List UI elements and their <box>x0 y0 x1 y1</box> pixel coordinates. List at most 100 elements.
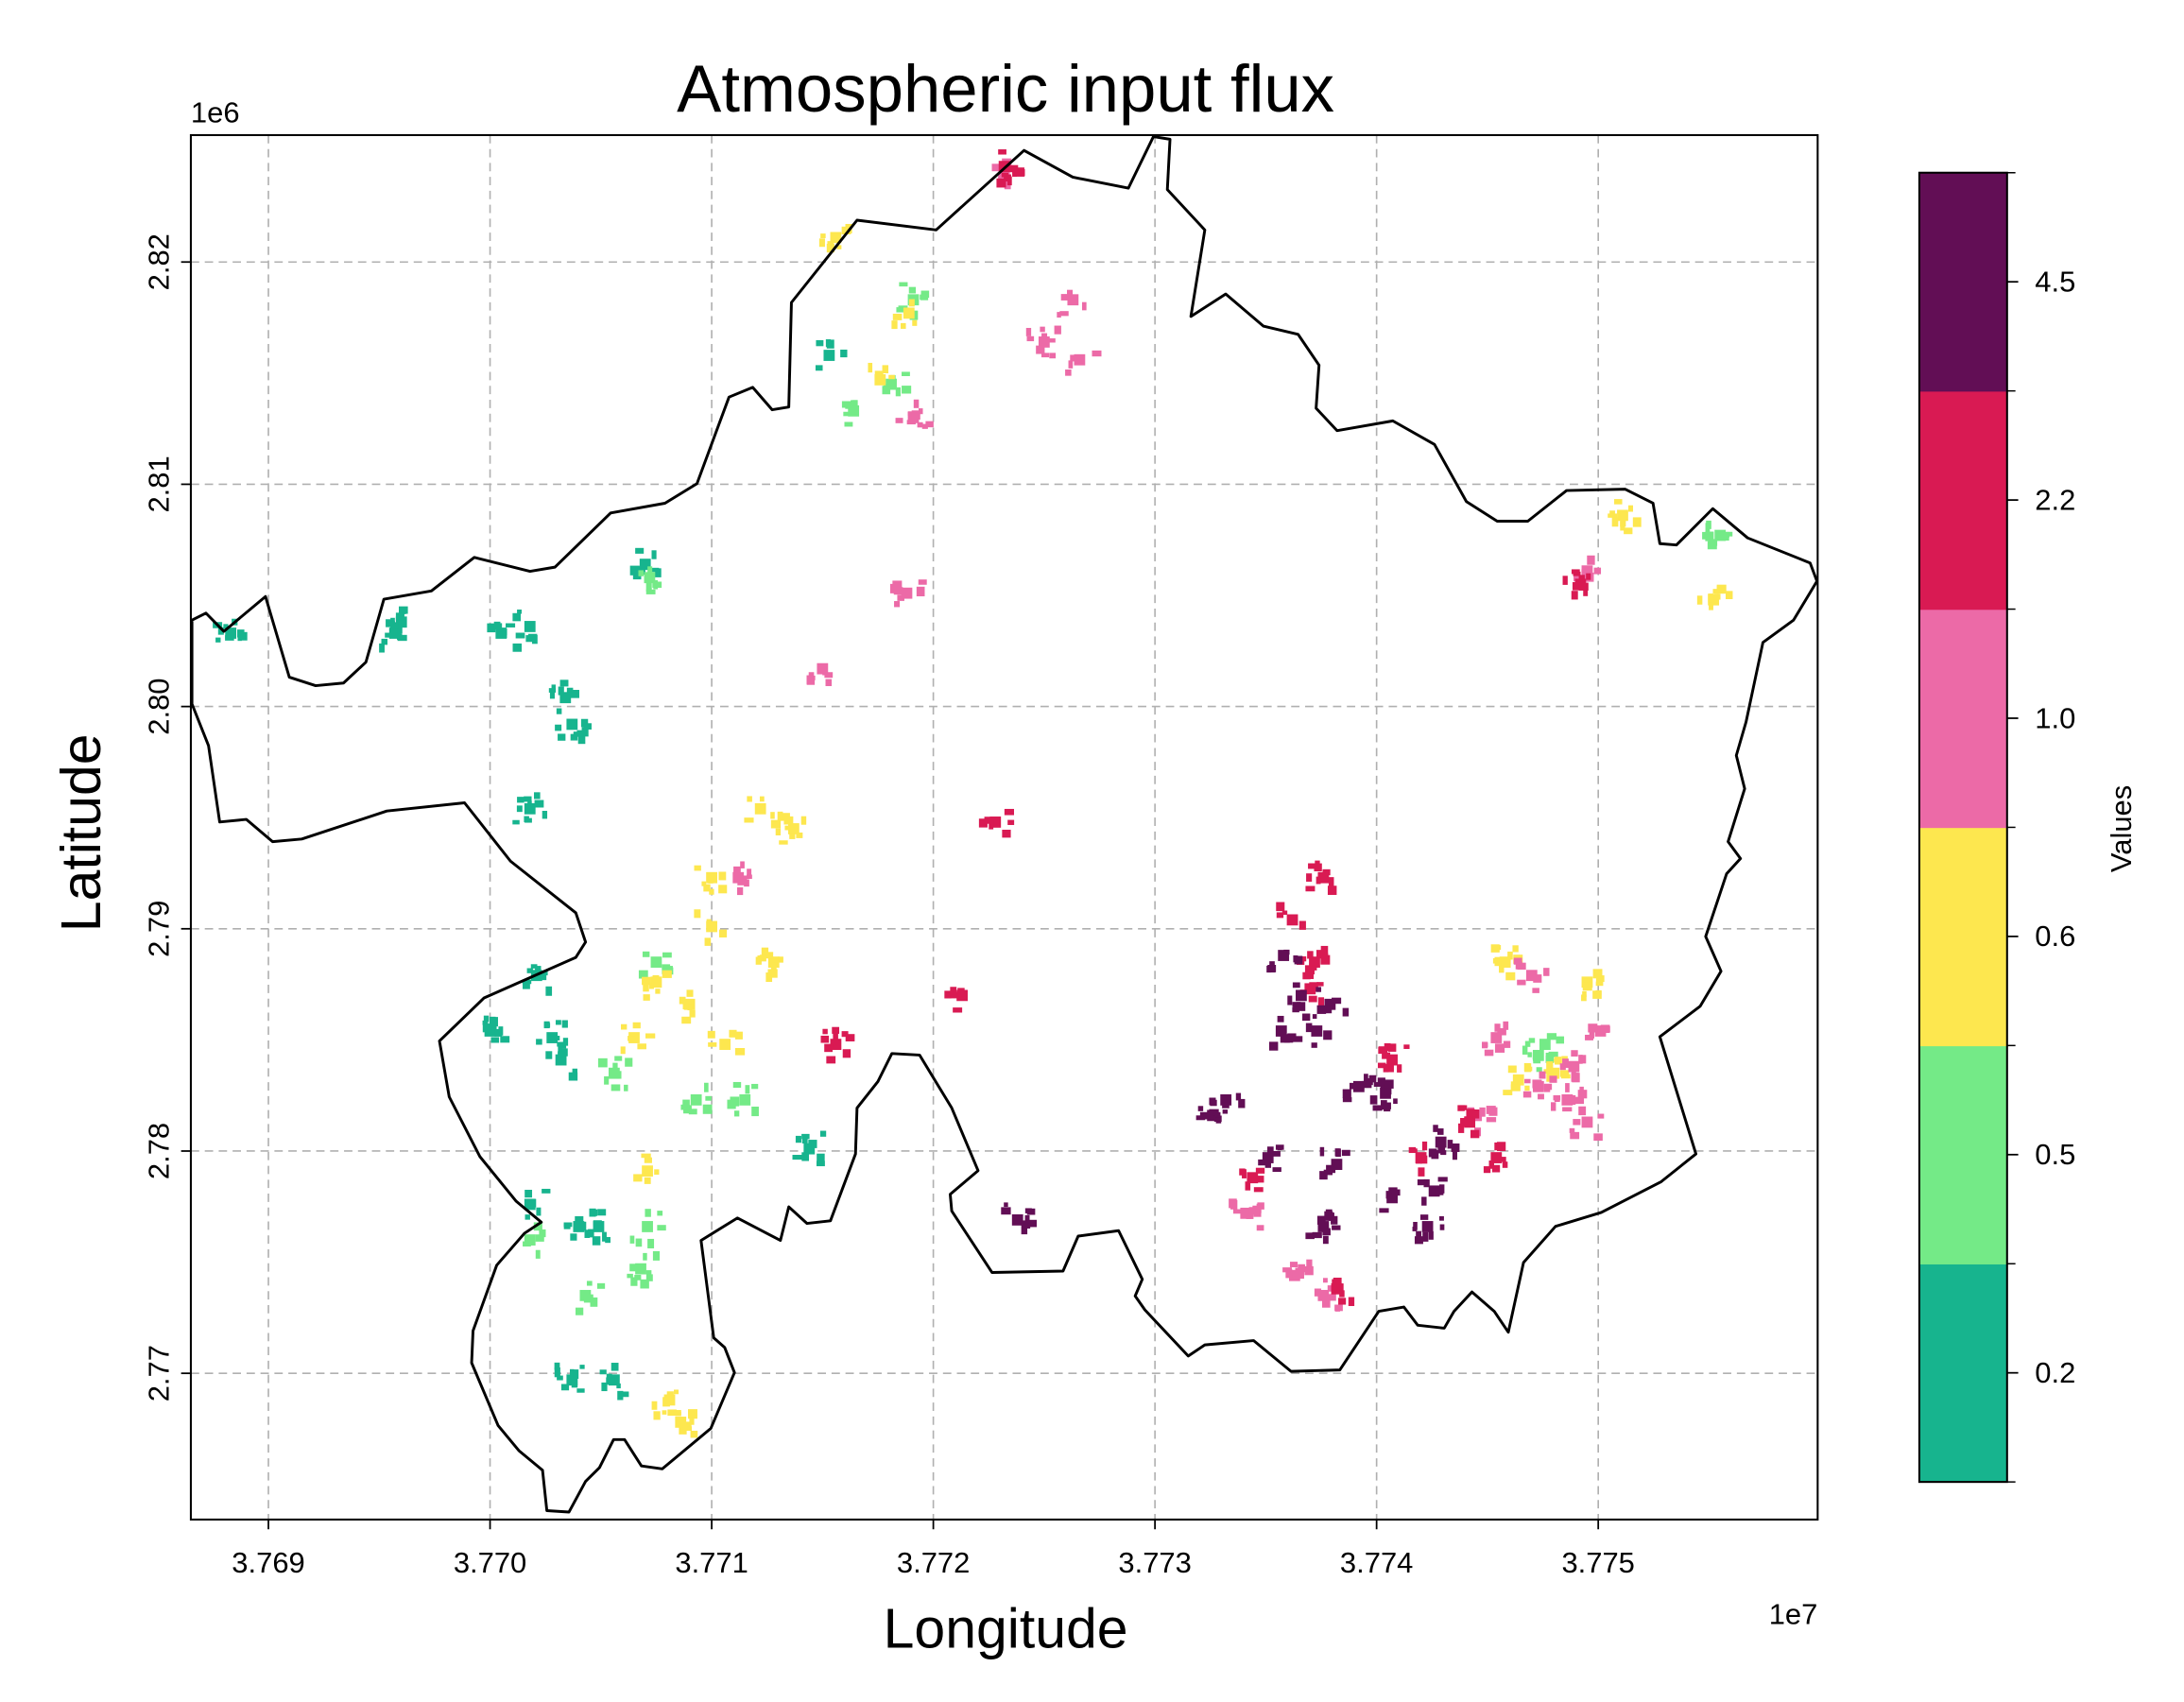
raster-cell <box>1256 1225 1264 1231</box>
raster-cell <box>502 631 507 639</box>
raster-cell <box>525 1190 533 1198</box>
raster-cell <box>542 970 548 976</box>
raster-cell <box>899 282 908 287</box>
raster-cell <box>654 568 662 577</box>
raster-cell <box>1559 1063 1566 1071</box>
raster-cell <box>1327 1285 1333 1292</box>
raster-cell <box>737 880 746 885</box>
raster-cell <box>1316 982 1324 987</box>
raster-cell <box>1007 819 1015 825</box>
raster-cell <box>225 635 234 641</box>
raster-cell <box>747 796 752 802</box>
raster-cell <box>718 885 728 894</box>
raster-cell <box>1277 1015 1284 1023</box>
colorbar-tick-label: 0.5 <box>2035 1138 2075 1171</box>
raster-cell <box>918 579 927 585</box>
raster-cell <box>1716 586 1722 593</box>
raster-cell <box>1317 997 1325 1006</box>
y-offset-label: 1e6 <box>191 96 240 129</box>
raster-cell <box>557 1375 563 1381</box>
raster-cell <box>1305 885 1316 892</box>
raster-cell <box>579 1365 585 1369</box>
raster-cell <box>535 1249 541 1259</box>
raster-cell <box>1494 1023 1501 1032</box>
raster-cell <box>1436 1128 1444 1135</box>
raster-cell <box>512 612 521 622</box>
raster-cell <box>719 1039 731 1050</box>
raster-cell <box>490 1023 497 1031</box>
raster-cell <box>1306 1259 1313 1267</box>
raster-cell <box>1342 1097 1352 1103</box>
raster-cell <box>1527 1052 1532 1057</box>
colorbar-label: Values <box>2105 785 2138 872</box>
raster-cell <box>718 871 727 881</box>
raster-cell <box>895 387 901 397</box>
axes-frame <box>189 133 1819 1521</box>
raster-cell <box>1573 1119 1581 1126</box>
raster-cell <box>498 628 507 636</box>
raster-cell <box>652 581 662 588</box>
raster-cell <box>820 1035 830 1043</box>
raster-cell <box>593 1221 605 1232</box>
raster-cell <box>1333 1283 1344 1292</box>
raster-cell <box>739 1094 751 1106</box>
raster-cell <box>1372 1105 1383 1111</box>
raster-cell <box>1570 1131 1580 1140</box>
raster-cell <box>688 1109 697 1115</box>
raster-cell <box>1285 1269 1293 1279</box>
raster-cell <box>1081 301 1087 311</box>
raster-cell <box>1714 593 1721 600</box>
raster-cell <box>1582 990 1587 997</box>
raster-cell <box>1503 1040 1511 1048</box>
colorbar-segment <box>1918 390 2007 610</box>
raster-cell <box>573 731 580 737</box>
raster-cell <box>237 635 242 642</box>
raster-cell <box>624 1084 628 1092</box>
raster-cell <box>601 1382 608 1392</box>
raster-cell <box>606 1377 615 1385</box>
raster-cell <box>1553 1094 1561 1101</box>
raster-cell <box>1316 987 1322 992</box>
raster-cell <box>644 1177 651 1184</box>
raster-cell <box>1272 1150 1281 1157</box>
raster-cell <box>568 1072 578 1081</box>
raster-cell <box>1437 1177 1448 1182</box>
raster-cell <box>635 1238 643 1247</box>
raster-cell <box>570 733 578 741</box>
raster-cell <box>1437 1145 1446 1154</box>
raster-cell <box>732 1081 742 1088</box>
raster-cell <box>1593 1133 1603 1142</box>
raster-cell <box>729 1029 737 1038</box>
x-axis-ticks: 3.769 3.770 3.771 3.772 3.773 3.774 3.775 <box>232 1519 1635 1579</box>
raster-cell <box>1332 1225 1341 1230</box>
raster-cell <box>1397 1064 1402 1073</box>
raster-cell <box>1571 591 1578 600</box>
raster-cell <box>583 1294 593 1303</box>
raster-cell <box>1562 1058 1569 1068</box>
raster-cell <box>1268 1041 1279 1051</box>
colorbar: 0.2 0.5 0.6 1.0 2.2 4.5 <box>1917 171 2075 1484</box>
raster-cell <box>1587 555 1595 565</box>
raster-cell <box>1287 1033 1297 1040</box>
raster-cell <box>1278 950 1290 961</box>
raster-cell <box>1296 989 1307 1002</box>
raster-cell <box>1067 289 1074 300</box>
raster-cell <box>1008 164 1019 173</box>
raster-cell <box>1483 1166 1491 1174</box>
raster-cell <box>1253 1210 1262 1217</box>
raster-cell <box>1256 1203 1262 1213</box>
raster-cell <box>1574 1096 1585 1105</box>
raster-cell <box>833 1030 838 1040</box>
raster-cell <box>848 404 860 417</box>
raster-cell <box>1026 335 1035 342</box>
raster-cell <box>1438 1184 1445 1194</box>
raster-cell <box>1040 326 1045 333</box>
raster-cell <box>571 1380 578 1388</box>
x-offset-label: 1e7 <box>1769 1597 1818 1630</box>
raster-cell <box>1232 1209 1242 1214</box>
raster-cell <box>694 909 701 919</box>
raster-cell <box>1305 1023 1313 1033</box>
raster-cell <box>535 1234 544 1242</box>
raster-cell <box>526 968 533 973</box>
raster-cell <box>390 622 399 629</box>
